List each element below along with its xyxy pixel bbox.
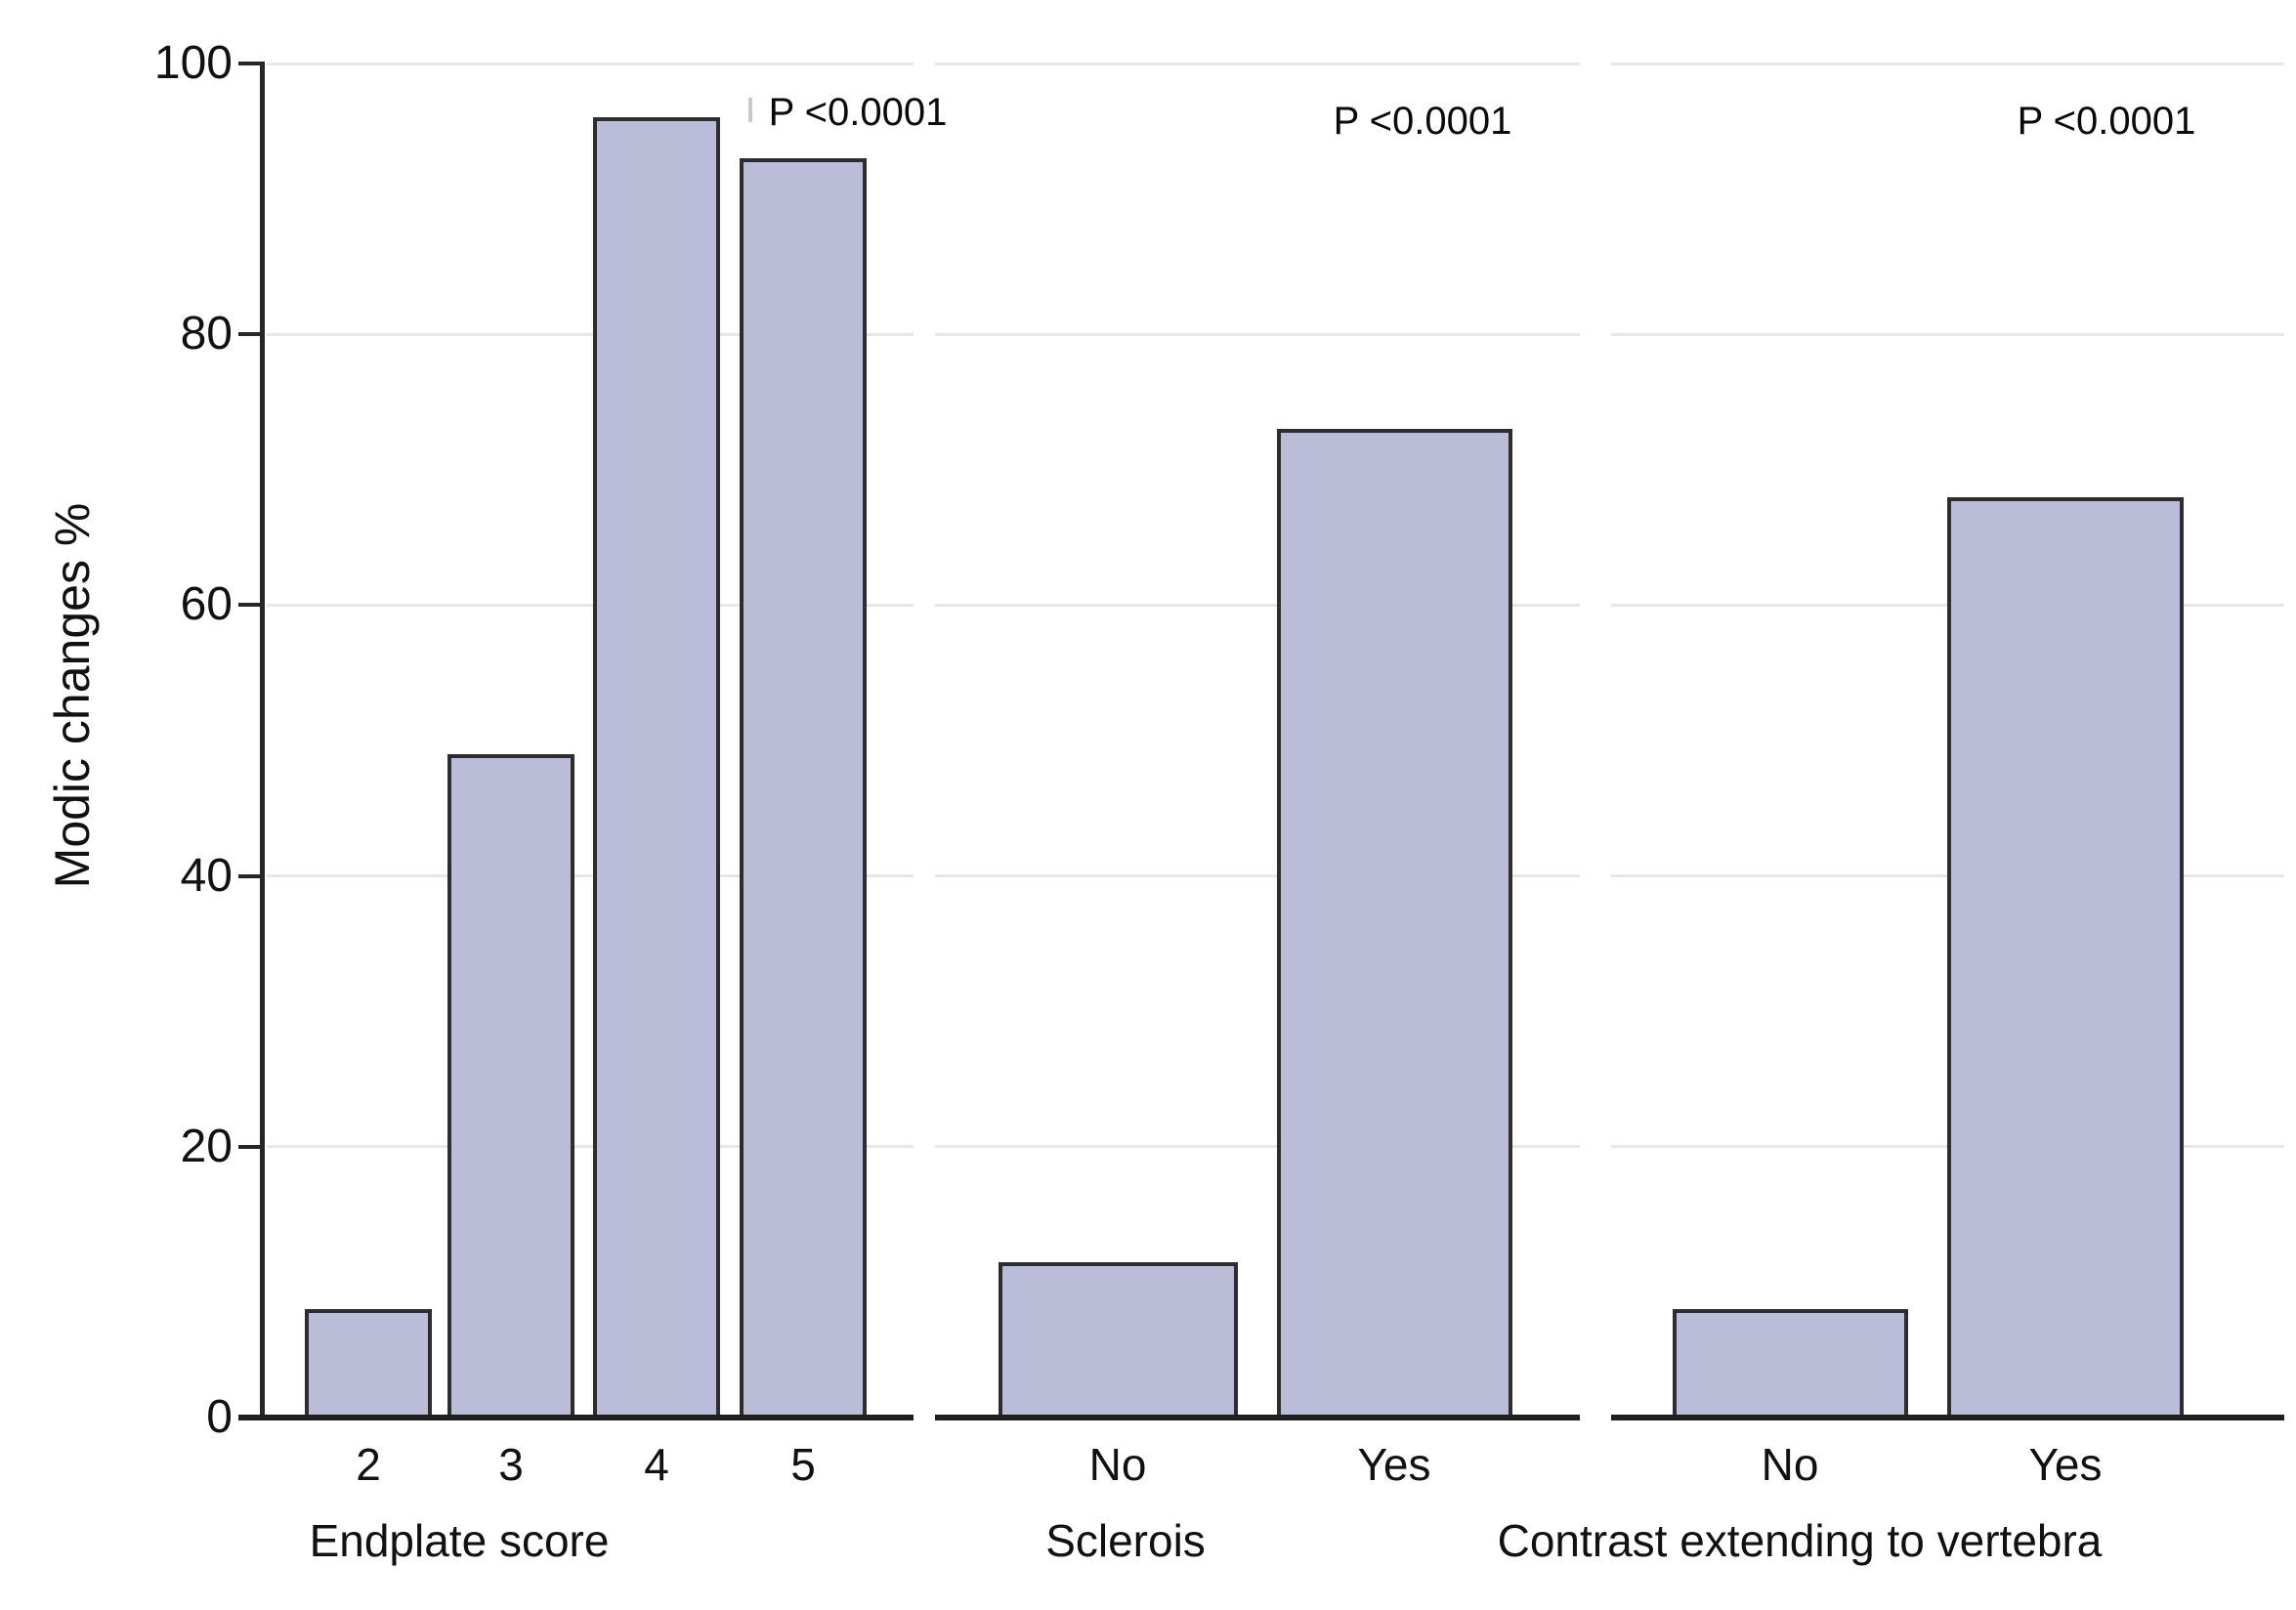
gridline — [267, 62, 914, 65]
gridline — [935, 874, 1580, 878]
p-value-annotation: P <0.0001 — [768, 91, 948, 134]
x-tick-label: 4 — [644, 1439, 669, 1490]
x-tick-label: 5 — [790, 1439, 816, 1490]
y-axis-tick — [238, 62, 265, 65]
x-tick-label: 2 — [356, 1439, 381, 1490]
y-axis-tick — [238, 603, 265, 608]
gridline — [935, 1145, 1580, 1149]
stray-mark — [748, 98, 752, 122]
x-tick-label: Yes — [2028, 1439, 2103, 1490]
gridline — [267, 1145, 914, 1149]
x-tick-label: No — [1761, 1439, 1819, 1490]
y-axis-tick-label: 80 — [180, 308, 233, 360]
y-axis-tick — [238, 332, 265, 337]
x-axis-line — [238, 1415, 914, 1420]
y-axis-tick-label: 60 — [180, 578, 233, 631]
gridline — [935, 603, 1580, 607]
y-axis-tick-label: 40 — [180, 849, 233, 902]
x-axis-line — [1611, 1415, 2284, 1420]
y-axis-tick — [238, 1144, 265, 1149]
bar-contrast-extending-to-vertebra-no — [1672, 1309, 1908, 1420]
x-tick-label: 3 — [498, 1439, 524, 1490]
y-axis-tick — [238, 873, 265, 878]
bar-sclerois-yes — [1276, 429, 1512, 1420]
y-axis-tick-label: 20 — [180, 1120, 233, 1172]
x-tick-label: No — [1088, 1439, 1147, 1490]
bar-endplate-score-4 — [593, 117, 720, 1420]
x-axis-title: Endplate score — [309, 1515, 610, 1566]
bar-contrast-extending-to-vertebra-yes — [1947, 496, 2184, 1420]
p-value-annotation: P <0.0001 — [2017, 100, 2196, 143]
x-axis-title: Contrast extending to vertebra — [1497, 1515, 2103, 1566]
bar-endplate-score-3 — [447, 753, 574, 1420]
y-axis-title: Modic changes % — [45, 502, 100, 889]
gridline — [267, 874, 914, 878]
x-axis-title: Sclerois — [1045, 1515, 1206, 1566]
gridline — [1611, 62, 2284, 65]
y-axis-tick-label: 0 — [206, 1391, 233, 1443]
gridline — [267, 332, 914, 336]
bar-endplate-score-2 — [305, 1309, 432, 1420]
gridline — [1611, 332, 2284, 336]
gridline — [935, 332, 1580, 336]
y-axis-tick-label: 100 — [153, 37, 233, 89]
gridline — [935, 62, 1580, 65]
bar-endplate-score-5 — [740, 158, 867, 1420]
y-axis-line — [260, 62, 265, 1420]
p-value-annotation: P <0.0001 — [1333, 100, 1512, 143]
gridline — [267, 603, 914, 607]
bar-sclerois-no — [998, 1261, 1238, 1420]
x-axis-line — [935, 1415, 1580, 1420]
x-tick-label: Yes — [1357, 1439, 1431, 1490]
